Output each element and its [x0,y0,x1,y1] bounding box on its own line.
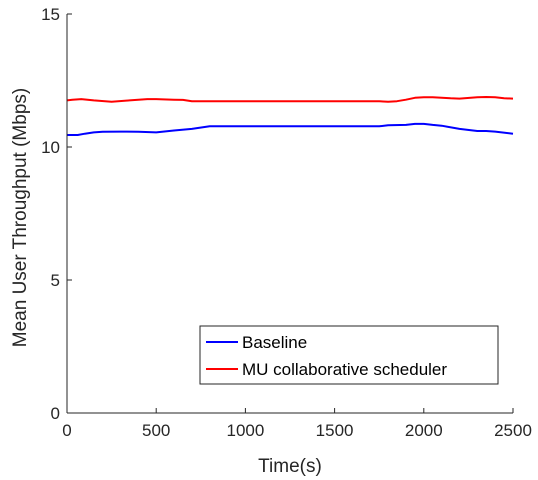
series-line-1 [67,122,514,136]
legend-label-1: Baseline [242,333,307,352]
x-axis-title: Time(s) [258,456,322,477]
x-tick-label: 1500 [316,421,354,440]
y-axis-title: Mean User Throughput (Mbps) [10,88,31,347]
legend-label-2: MU collaborative scheduler [242,360,447,379]
series-layer [66,96,514,136]
x-tick-label: 2500 [494,421,532,440]
legend-box [199,325,499,385]
y-tick-label: 15 [41,5,60,24]
legend: Baseline MU collaborative scheduler [199,325,499,385]
x-tick-label: 500 [142,421,170,440]
x-tick-label: 0 [62,421,71,440]
y-tick-label: 5 [51,271,60,290]
axes-layer: 0 500 1000 1500 2000 2500 0 5 10 15 [41,5,532,440]
series-line-2 [66,96,514,103]
y-tick-label: 10 [41,138,60,157]
x-tick-label: 1000 [226,421,264,440]
y-tick-label: 0 [51,404,60,423]
x-tick-label: 2000 [405,421,443,440]
